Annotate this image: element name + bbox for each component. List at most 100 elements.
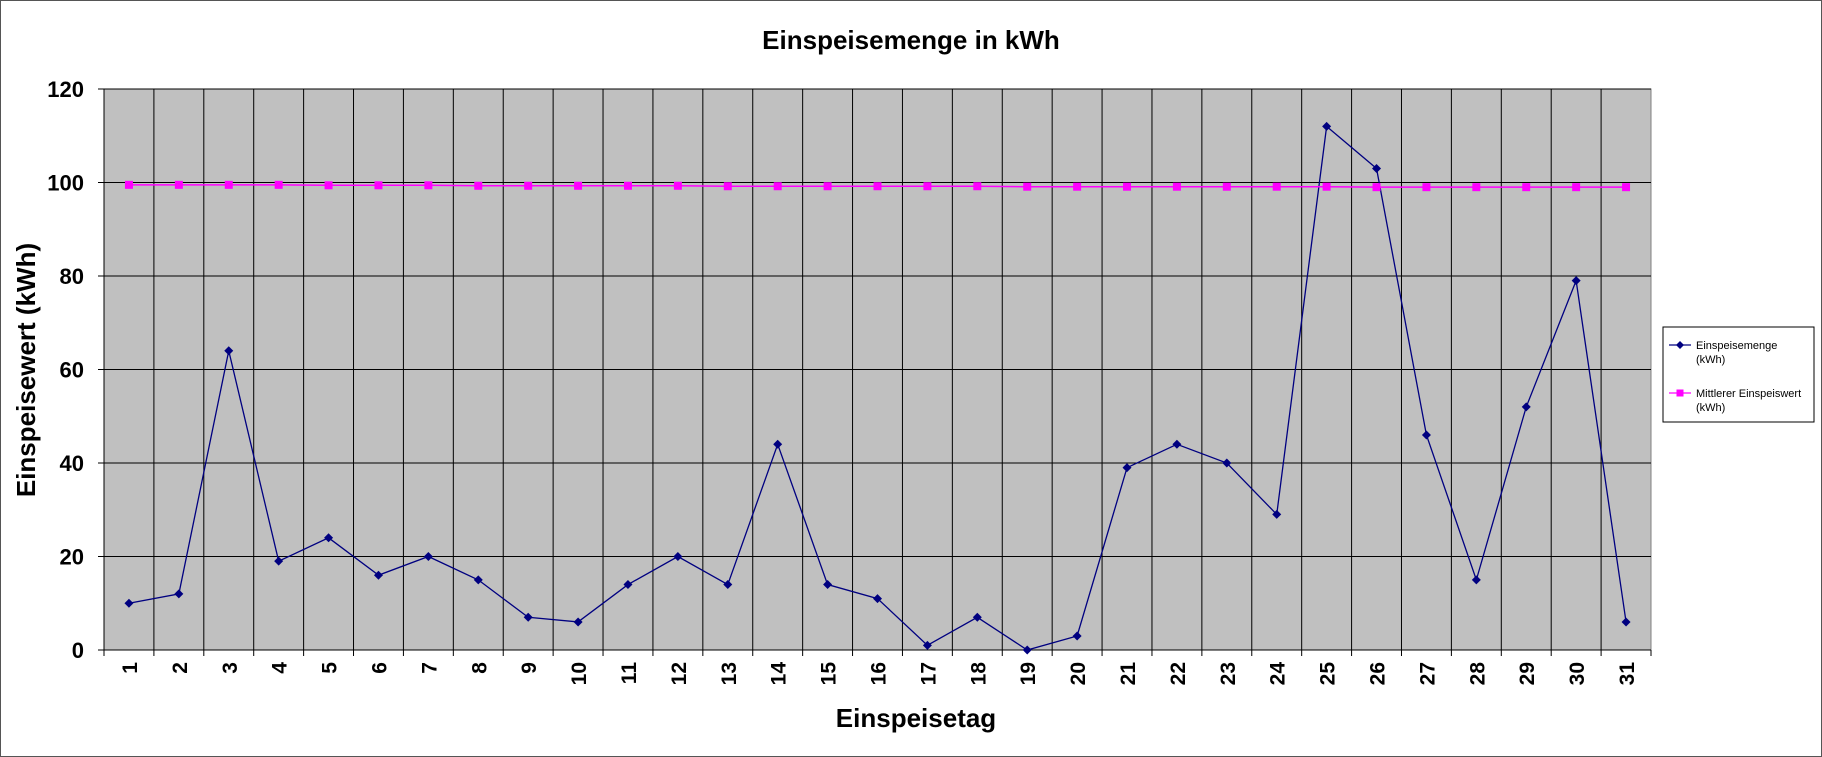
data-point-marker <box>274 556 284 566</box>
data-point-marker <box>1372 183 1381 192</box>
x-axis-ticks: 1 2 3 4 5 6 7 8 9 10 11 12 13 14 15 16 17 18 19 20 21 22 23 24 2… <box>103 650 1652 686</box>
x-tick-label: 30 <box>1566 662 1589 685</box>
legend-label: (kWh) <box>1696 354 1725 366</box>
x-tick-label: 13 <box>718 662 741 685</box>
series-layer <box>124 121 1631 655</box>
data-point-marker <box>1072 631 1082 641</box>
data-point-marker <box>1422 183 1431 192</box>
y-tick-label: 40 <box>60 451 84 476</box>
x-tick-label: 19 <box>1017 662 1040 685</box>
chart-title: Einspeisemenge in kWh <box>762 25 1060 55</box>
data-point-marker <box>623 580 633 590</box>
data-point-marker <box>922 640 932 650</box>
data-point-marker <box>224 346 234 356</box>
x-tick-label: 5 <box>319 662 342 674</box>
data-point-marker <box>623 181 632 190</box>
data-point-marker <box>1621 617 1631 627</box>
y-tick-label: 80 <box>60 264 84 289</box>
data-point-marker <box>124 598 134 608</box>
data-point-marker <box>673 181 682 190</box>
x-tick-label: 17 <box>917 662 940 685</box>
data-point-marker <box>1123 182 1132 191</box>
data-point-marker <box>1172 182 1181 191</box>
x-tick-label: 21 <box>1117 662 1140 686</box>
data-point-marker <box>823 580 833 590</box>
data-point-marker <box>1172 439 1182 449</box>
data-point-marker <box>1272 182 1281 191</box>
series-mittlerer-einspeiswert <box>124 180 1631 192</box>
data-point-marker <box>174 180 183 189</box>
x-tick-label: 24 <box>1267 662 1290 686</box>
x-axis-title: Einspeisetag <box>836 703 996 733</box>
data-point-marker <box>873 182 882 191</box>
data-point-marker <box>1322 121 1332 131</box>
data-point-marker <box>1272 509 1282 519</box>
x-tick-label: 7 <box>418 662 441 674</box>
data-point-marker <box>573 617 583 627</box>
data-point-marker <box>873 594 882 604</box>
data-point-marker <box>1122 463 1132 473</box>
data-point-marker <box>1471 575 1481 585</box>
data-point-marker <box>1322 182 1331 191</box>
x-tick-label: 23 <box>1217 662 1240 685</box>
data-point-marker <box>1372 163 1382 173</box>
x-tick-label: 14 <box>768 662 791 686</box>
x-tick-label: 31 <box>1616 662 1639 686</box>
x-tick-label: 2 <box>169 662 192 674</box>
data-point-marker <box>823 182 832 191</box>
data-point-marker <box>1572 183 1581 192</box>
data-point-marker <box>1571 276 1581 286</box>
legend-label: Mittlerer Einspeiswert <box>1696 388 1801 400</box>
data-point-marker <box>224 180 233 189</box>
x-tick-label: 29 <box>1516 662 1539 685</box>
x-tick-label: 22 <box>1167 662 1190 685</box>
legend-marker <box>1676 389 1684 397</box>
x-tick-label: 25 <box>1317 662 1340 686</box>
data-point-marker <box>673 552 683 561</box>
data-point-marker <box>523 612 533 622</box>
y-tick-label: 100 <box>47 171 84 196</box>
data-point-marker <box>923 182 932 191</box>
y-tick-label: 20 <box>60 545 84 570</box>
x-tick-label: 3 <box>219 662 242 674</box>
x-tick-label: 4 <box>269 662 292 674</box>
legend-item: Mittlerer Einspeiswert (kWh) <box>1669 388 1801 414</box>
data-point-marker <box>1073 182 1082 191</box>
data-point-marker <box>424 181 433 190</box>
x-tick-label: 15 <box>818 662 841 686</box>
x-tick-label: 20 <box>1067 662 1090 685</box>
data-point-marker <box>324 533 334 543</box>
data-point-marker <box>473 575 483 585</box>
data-point-marker <box>1622 183 1631 192</box>
data-point-marker <box>1222 458 1232 468</box>
data-point-marker <box>124 180 133 189</box>
x-tick-label: 16 <box>868 662 891 685</box>
legend-label: Einspeisemenge <box>1696 340 1777 352</box>
legend-item: Einspeisemenge (kWh) <box>1669 340 1777 366</box>
data-point-marker <box>773 439 783 449</box>
data-point-marker <box>423 552 433 561</box>
data-point-marker <box>1222 182 1231 191</box>
legend-label: (kWh) <box>1696 402 1725 414</box>
legend: Einspeisemenge(kWh)Mittlerer Einspeiswer… <box>1662 326 1815 423</box>
x-tick-label: 26 <box>1367 662 1390 685</box>
data-point-marker <box>274 180 283 189</box>
y-axis-title: Einspeisewert (kWh) <box>11 243 41 497</box>
data-point-marker <box>324 181 333 190</box>
data-point-marker <box>524 181 533 190</box>
legend-marker <box>1676 341 1684 349</box>
y-tick-label: 0 <box>72 638 84 663</box>
y-tick-label: 60 <box>60 358 84 383</box>
data-point-marker <box>1022 645 1032 655</box>
data-point-marker <box>174 589 184 599</box>
y-axis-ticks: 0 20 40 60 80 100 120 <box>47 77 104 663</box>
data-point-marker <box>973 182 982 191</box>
data-point-marker <box>972 612 982 622</box>
x-tick-label: 8 <box>468 662 491 674</box>
x-tick-label: 1 <box>119 662 142 674</box>
x-tick-label: 6 <box>368 662 391 674</box>
x-tick-label: 27 <box>1416 662 1439 685</box>
data-point-marker <box>374 181 383 190</box>
